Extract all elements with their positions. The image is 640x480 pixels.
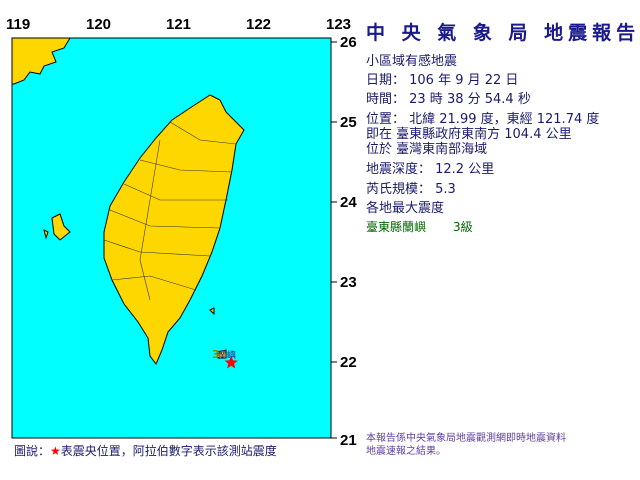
land [11,37,245,365]
green-island [209,307,215,316]
lat-tick: 21 [340,432,357,449]
lat-tick: 23 [340,274,357,291]
lat-tick: 22 [340,354,357,371]
earthquake-map: 3 蘭嶼 [11,37,337,439]
lat-tick: 24 [340,194,357,211]
county-borders [103,121,237,301]
note-line: 本報告係中央氣象局地震觀測網即時地震資料 [366,433,566,444]
report-depth: 地震深度： 12.2 公里 [366,162,495,177]
report-subtitle: 小區域有感地震 [366,54,458,69]
report-magnitude: 芮氏規模： 5.3 [366,182,456,197]
report-region: 位於 臺灣東南部海域 [366,142,488,157]
report-position: 位置： 北緯 21.99 度，東經 121.74 度 [366,112,600,127]
note-line: 地震速報之結果。 [366,446,446,457]
lat-tick: 26 [340,34,357,51]
lon-tick: 123 [326,16,352,33]
fujian-coast [11,37,71,85]
lon-tick: 121 [166,16,192,33]
penghu-island [51,213,71,241]
report-title: 中 央 氣 象 局 地震報告 [366,22,640,44]
legend-text: 表震央位置，阿拉伯數字表示該測站震度 [60,444,277,458]
intensity-place: 臺東縣蘭嶼 [366,220,427,234]
report-relative-location: 即在 臺東縣政府東南方 104.4 公里 [366,127,572,142]
lanyu-island [217,349,227,359]
star-icon: ★ [50,444,61,458]
station-name: 蘭嶼 [218,349,236,361]
lon-tick: 122 [246,16,272,33]
legend-prefix: 圖說： [14,444,51,458]
max-intensity-header: 各地最大震度 [366,201,445,216]
station-intensity: 3 [212,348,220,361]
report-note: 本報告係中央氣象局地震觀測網即時地震資料 地震速報之結果。 [366,432,566,458]
taiwan-island [103,94,245,365]
penghu-islet [43,229,49,240]
lat-tick: 25 [340,114,357,131]
lon-tick: 119 [6,16,31,33]
epicenter-star-icon [224,355,238,369]
lon-tick: 120 [86,16,112,33]
intensity-level: 3級 [453,220,473,234]
map-legend: 圖說：★表震央位置，阿拉伯數字表示該測站震度 [14,442,277,459]
report-date: 日期： 106 年 9 月 22 日 [366,73,519,88]
report-time: 時間： 23 時 38 分 54.4 秒 [366,92,531,107]
